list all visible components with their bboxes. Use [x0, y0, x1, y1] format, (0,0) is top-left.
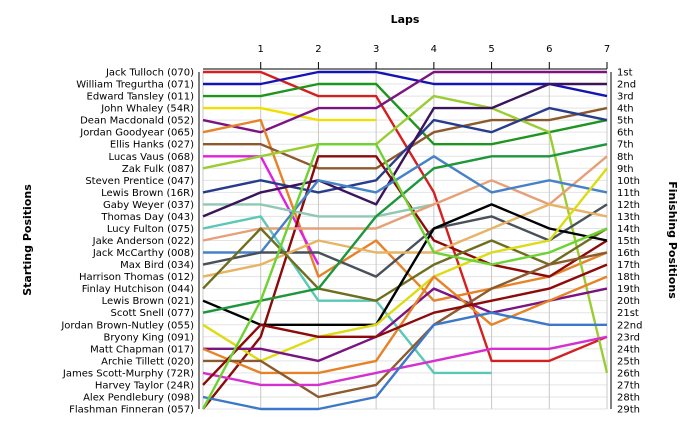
finish-position-label: 9th	[617, 164, 634, 175]
start-position-label: Jordan Brown-Nutley (055)	[60, 320, 194, 331]
finish-position-label: 22nd	[617, 320, 642, 331]
series-line-26	[202, 335, 608, 387]
x-tick-label: 4	[431, 44, 437, 55]
x-tick-label: 6	[546, 44, 552, 55]
start-position-label: Matt Chapman (017)	[90, 344, 194, 355]
finish-position-label: 1st	[617, 68, 633, 79]
finish-position-label: 12th	[617, 200, 640, 211]
start-position-label: William Tregurtha (071)	[76, 80, 194, 91]
start-position-label: Lewis Brown (021)	[102, 296, 194, 307]
x-tick-label: 1	[258, 44, 264, 55]
series-line-24	[202, 275, 608, 375]
finish-position-label: 17th	[617, 260, 640, 271]
finish-position-label: 28th	[617, 392, 640, 403]
finish-position-label: 16th	[617, 248, 640, 259]
start-position-label: Jack McCarthy (008)	[92, 248, 194, 259]
finish-position-label: 11th	[617, 188, 640, 199]
series-line-27	[202, 311, 607, 411]
finish-position-label: 27th	[617, 380, 640, 391]
series-line-1	[203, 70, 608, 363]
start-position-label: Bryony King (091)	[103, 332, 194, 343]
y-axis-left-label: Starting Positions	[21, 184, 34, 296]
series-line-15	[202, 155, 608, 242]
finish-position-label: 6th	[617, 128, 634, 139]
start-position-label: Edward Tansley (011)	[87, 92, 195, 103]
finish-position-label: 2nd	[617, 80, 636, 91]
start-position-label: John Whaley (54R)	[100, 104, 194, 115]
series-line-28	[202, 263, 608, 386]
series-line-11	[202, 106, 608, 194]
start-position-label: Alex Pendlebury (098)	[83, 392, 194, 403]
finish-position-label: 18th	[617, 272, 640, 283]
finish-position-label: 5th	[617, 116, 634, 127]
start-position-label: James Scott-Murphy (72R)	[62, 368, 194, 379]
series-line-19	[202, 227, 608, 302]
series-line-18	[202, 203, 608, 278]
series-layer	[201, 70, 609, 411]
x-tick-label: 5	[488, 44, 494, 55]
start-position-label: Flashman Finneran (057)	[69, 405, 194, 416]
start-position-label: Scott Snell (077)	[111, 308, 195, 319]
start-position-label: Ellis Hanks (027)	[110, 140, 194, 151]
finish-position-label: 24th	[617, 344, 640, 355]
start-position-label: Harrison Thomas (012)	[79, 272, 194, 283]
start-position-label: Finlay Hutchison (044)	[82, 284, 194, 295]
series-line-20	[202, 203, 608, 326]
labels-layer: Jack Tulloch (070)William Tregurtha (071…	[60, 44, 642, 416]
finish-position-label: 15th	[617, 236, 640, 247]
series-line-13	[202, 82, 607, 218]
x-tick-label: 7	[604, 44, 610, 55]
series-line-4	[203, 106, 377, 122]
series-line-6	[202, 118, 608, 302]
finish-position-label: 13th	[617, 212, 640, 223]
finish-position-label: 25th	[617, 356, 640, 367]
start-position-label: Steven Prentice (047)	[85, 176, 194, 187]
series-line-23	[203, 287, 608, 363]
start-position-label: Max Bird (034)	[120, 260, 194, 271]
start-position-label: Gaby Weyer (037)	[103, 200, 194, 211]
series-line-29	[201, 142, 608, 410]
x-tick-label: 3	[373, 44, 379, 55]
series-line-5	[202, 70, 607, 134]
series-line-9	[202, 94, 609, 374]
start-position-label: Thomas Day (043)	[100, 212, 194, 223]
finish-position-label: 29th	[617, 405, 640, 416]
series-line-22	[202, 167, 608, 363]
series-line-25	[203, 251, 608, 399]
y-axis-right-label: Finishing Positions	[666, 181, 679, 299]
series-line-14	[202, 215, 492, 375]
finish-position-label: 20th	[617, 296, 640, 307]
start-position-label: Lucas Vaus (068)	[108, 152, 194, 163]
chart-title: Laps	[391, 13, 420, 26]
start-position-label: Harvey Taylor (24R)	[95, 380, 194, 391]
series-line-2	[203, 70, 608, 98]
finish-position-label: 14th	[617, 224, 640, 235]
finish-position-label: 19th	[617, 284, 640, 295]
start-position-label: Jake Anderson (022)	[92, 236, 194, 247]
start-position-label: Archie Tillett (020)	[101, 356, 194, 367]
start-position-label: Jordan Goodyear (065)	[79, 128, 194, 139]
series-line-21	[202, 143, 608, 314]
finish-position-label: 10th	[617, 176, 640, 187]
start-position-label: Lewis Brown (16R)	[101, 188, 194, 199]
finish-position-label: 23rd	[617, 332, 640, 343]
finish-position-label: 26th	[617, 368, 640, 379]
finish-position-label: 3rd	[617, 92, 634, 103]
finish-position-label: 7th	[617, 140, 634, 151]
series-line-3	[203, 82, 608, 146]
start-position-label: Jack Tulloch (070)	[105, 68, 194, 79]
start-position-label: Dean Macdonald (052)	[80, 116, 194, 127]
series-line-16	[203, 155, 608, 254]
series-line-12	[203, 203, 435, 218]
x-tick-label: 2	[315, 44, 321, 55]
finish-position-label: 8th	[617, 152, 634, 163]
finish-position-label: 4th	[617, 104, 634, 115]
start-position-label: Zak Fulk (087)	[122, 164, 194, 175]
finish-position-label: 21st	[617, 308, 639, 319]
start-position-label: Lucy Fulton (075)	[107, 224, 194, 235]
